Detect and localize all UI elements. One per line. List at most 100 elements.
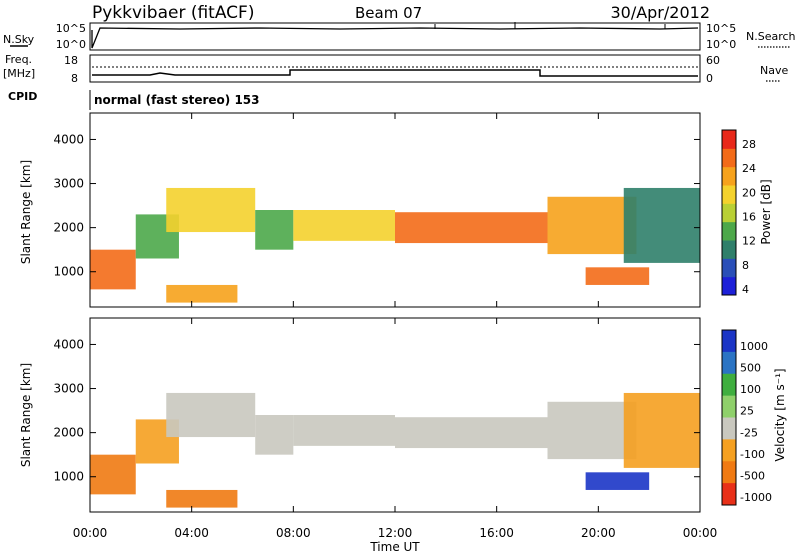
y-tick-label: 1000	[53, 470, 84, 484]
velocity-yticks: 4000 3000 2000 1000	[53, 337, 700, 484]
power-echo-region	[255, 210, 294, 250]
velocity-echo-region	[166, 489, 238, 508]
power-colorbar-tick: 12	[742, 235, 756, 248]
velocity-colorbar-tick: 25	[740, 405, 754, 418]
power-colorbar-segment	[722, 240, 736, 259]
nsearch-tick-top: 10^5	[706, 22, 736, 35]
power-colorbar-segment	[722, 185, 736, 204]
velocity-echo-region	[255, 415, 294, 455]
power-colorbar-segment	[722, 203, 736, 223]
velocity-colorbar-frame	[721, 329, 737, 506]
velocity-echo-region	[547, 401, 637, 460]
power-colorbar-tick: 4	[742, 283, 749, 296]
power-colorbar-segment	[722, 130, 736, 149]
power-colorbar-segment	[722, 166, 736, 186]
x-tick-label: 00:00	[73, 526, 108, 540]
power-colorbar: 28 24 20 16 12 8 4	[721, 129, 756, 296]
velocity-colorbar-segment	[722, 351, 736, 375]
nsky-trace	[91, 27, 699, 49]
power-colorbar-segment	[722, 258, 736, 278]
power-colorbar-segment	[722, 276, 736, 296]
power-echo-region	[547, 196, 637, 255]
power-echo-region	[166, 284, 238, 303]
power-echo-region	[585, 267, 650, 285]
velocity-colorbar-segment	[722, 483, 736, 506]
power-ylabel: Slant Range [km]	[19, 160, 33, 264]
velocity-colorbar-tick: 500	[740, 362, 761, 375]
velocity-colorbar-tick: 1000	[740, 340, 768, 353]
velocity-colorbar: 1000 500 100 25 -25 -100 -500 -1000	[721, 329, 772, 506]
power-echo-region	[395, 212, 548, 244]
velocity-colorbar-segment	[722, 461, 736, 484]
x-tick-label: 08:00	[276, 526, 311, 540]
x-tick-label: 00:00	[683, 526, 718, 540]
x-tick-label: 16:00	[479, 526, 514, 540]
y-tick-label: 1000	[53, 265, 84, 279]
freq-nave-panel	[89, 54, 701, 83]
velocity-ylabel: Slant Range [km]	[19, 363, 33, 467]
velocity-echo-layer	[90, 392, 700, 508]
velocity-colorbar-tick: -1000	[740, 491, 772, 504]
power-yticks: 4000 3000 2000 1000	[53, 132, 700, 279]
velocity-colorbar-segment	[722, 395, 736, 418]
nsky-tick-top: 10^5	[56, 22, 86, 35]
power-colorbar-tick: 8	[742, 259, 749, 272]
station-title: Pykkvibaer (fitACF)	[92, 3, 254, 23]
sky-search-panel	[89, 22, 701, 51]
cpid-text: normal (fast stereo) 153	[94, 93, 260, 107]
velocity-echo-region	[293, 415, 395, 446]
nave-tick-top: 60	[706, 54, 720, 67]
y-tick-label: 3000	[53, 177, 84, 191]
velocity-colorbar-tick: -100	[740, 448, 765, 461]
velocity-colorbar-tick: -500	[740, 469, 765, 482]
y-tick-label: 2000	[53, 221, 84, 235]
beam-title: Beam 07	[355, 4, 422, 22]
velocity-colorbar-segment	[722, 330, 736, 353]
power-colorbar-tick: 20	[742, 186, 756, 199]
velocity-echo-region	[395, 417, 548, 449]
power-colorbar-tick: 28	[742, 138, 756, 151]
cpid-label: CPID	[8, 90, 37, 103]
y-tick-label: 4000	[53, 337, 84, 351]
power-colorbar-tick: 16	[742, 211, 756, 224]
power-colorbar-segment	[722, 148, 736, 168]
power-echo-layer	[90, 187, 700, 303]
x-tick-label: 12:00	[378, 526, 413, 540]
power-echo-region	[623, 187, 700, 263]
nsky-tick-bottom: 10^0	[56, 38, 86, 51]
nsky-label: N.Sky	[3, 33, 35, 46]
time-axis: 00:00 04:00 08:00 12:00 16:00 20:00 00:00	[73, 113, 718, 540]
nsearch-tick-bottom: 10^0	[706, 38, 736, 51]
power-echo-region	[166, 187, 256, 233]
x-tick-label: 04:00	[174, 526, 209, 540]
y-tick-label: 4000	[53, 132, 84, 146]
mhz-label: [MHz]	[3, 67, 35, 80]
power-colorbar-tick: 24	[742, 162, 756, 175]
velocity-cbar-label: Velocity [m s⁻¹]	[773, 368, 787, 461]
y-tick-label: 2000	[53, 426, 84, 440]
nave-tick-bottom: 0	[706, 72, 713, 85]
velocity-echo-region	[585, 472, 650, 490]
freq-label: Freq.	[5, 53, 32, 66]
velocity-colorbar-tick: -25	[740, 426, 758, 439]
y-tick-label: 3000	[53, 382, 84, 396]
nave-label: Nave	[760, 64, 788, 77]
velocity-colorbar-tick: 100	[740, 383, 761, 396]
nsearch-label: N.Search	[746, 30, 796, 43]
power-colorbar-frame	[721, 129, 737, 296]
freq-tick-top: 18	[64, 54, 78, 67]
velocity-echo-region	[623, 392, 700, 468]
velocity-echo-region	[90, 454, 136, 495]
time-axis-label: Time UT	[369, 540, 420, 554]
power-echo-region	[90, 249, 136, 290]
power-cbar-label: Power [dB]	[759, 179, 773, 244]
velocity-colorbar-segment	[722, 417, 736, 440]
power-echo-region	[293, 210, 395, 241]
velocity-colorbar-segment	[722, 439, 736, 462]
velocity-echo-region	[166, 392, 256, 438]
power-colorbar-segment	[722, 221, 736, 241]
freq-tick-bottom: 8	[71, 72, 78, 85]
x-tick-label: 20:00	[581, 526, 616, 540]
date-title: 30/Apr/2012	[610, 3, 710, 22]
